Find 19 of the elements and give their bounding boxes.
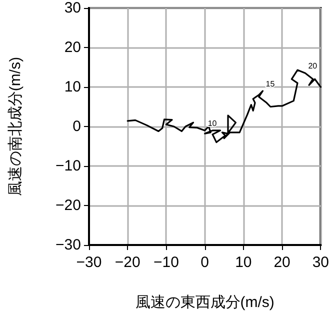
x-tick-label: 0 — [200, 254, 209, 271]
annotation: 10 — [208, 118, 218, 128]
y-axis-title: 風速の南北成分(m/s) — [7, 56, 24, 196]
y-tick-label: 0 — [72, 118, 81, 135]
x-tick-label: 30 — [312, 254, 329, 271]
y-tick-label: −10 — [56, 158, 81, 174]
x-tick-label: −20 — [114, 254, 140, 271]
x-axis-title: 風速の東西成分(m/s) — [135, 294, 274, 311]
y-tick-label: 30 — [64, 0, 81, 16]
y-tick-label: −30 — [56, 236, 81, 254]
y-tick-label: 20 — [64, 39, 81, 56]
y-tick-label: 10 — [64, 78, 81, 96]
x-tick-label: 20 — [274, 254, 290, 271]
x-tick-label: −10 — [153, 254, 179, 271]
annotation: 20 — [308, 62, 318, 71]
x-tick-label: −30 — [76, 254, 102, 271]
y-tick-label: −20 — [56, 197, 81, 214]
annotation: 15 — [266, 79, 276, 88]
x-tick-label: 10 — [235, 254, 252, 271]
